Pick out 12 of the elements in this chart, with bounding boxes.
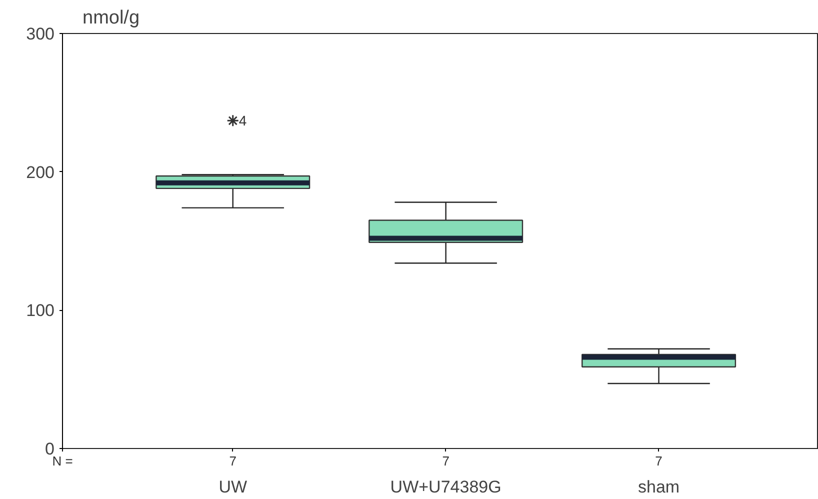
y-tick-label: 100 [26, 301, 55, 320]
x-tick-label: sham [638, 478, 680, 496]
y-tick-label: 200 [26, 162, 55, 182]
y-tick-label: 300 [26, 24, 55, 44]
text: 7 [655, 454, 662, 468]
annotation: 4 [238, 112, 247, 129]
text: 7 [229, 454, 236, 468]
x-tick-label: UW+U74389G [390, 478, 502, 496]
text: N = [52, 454, 73, 468]
x-tick-label: UW [218, 478, 248, 496]
text: 7 [442, 454, 450, 468]
y-axis-title: nmol/g [82, 8, 140, 28]
